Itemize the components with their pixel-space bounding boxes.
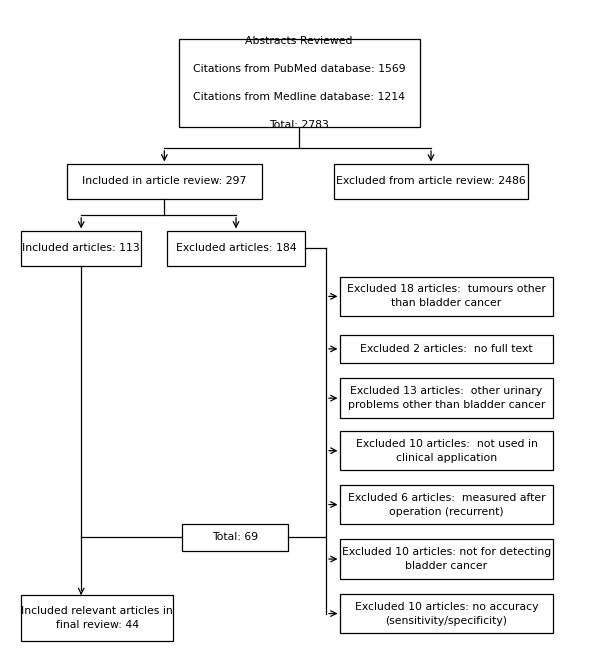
Text: Excluded 10 articles: not for detecting
bladder cancer: Excluded 10 articles: not for detecting … — [342, 547, 551, 571]
Text: Excluded 10 articles: no accuracy
(sensitivity/specificity): Excluded 10 articles: no accuracy (sensi… — [355, 602, 538, 626]
FancyBboxPatch shape — [333, 164, 529, 199]
FancyBboxPatch shape — [182, 523, 288, 551]
Text: Abstracts Reviewed

Citations from PubMed database: 1569

Citations from Medline: Abstracts Reviewed Citations from PubMed… — [193, 36, 405, 130]
Text: Excluded 2 articles:  no full text: Excluded 2 articles: no full text — [360, 344, 533, 354]
Text: Excluded articles: 184: Excluded articles: 184 — [176, 243, 296, 253]
Text: Excluded 10 articles:  not used in
clinical application: Excluded 10 articles: not used in clinic… — [356, 439, 537, 463]
FancyBboxPatch shape — [67, 164, 262, 199]
FancyBboxPatch shape — [340, 335, 553, 362]
FancyBboxPatch shape — [340, 277, 553, 316]
Text: Excluded from article review: 2486: Excluded from article review: 2486 — [336, 176, 526, 186]
FancyBboxPatch shape — [21, 231, 142, 265]
Text: Total: 69: Total: 69 — [212, 533, 258, 543]
Text: Excluded 13 articles:  other urinary
problems other than bladder cancer: Excluded 13 articles: other urinary prob… — [348, 386, 545, 410]
FancyBboxPatch shape — [340, 431, 553, 470]
Text: Excluded 6 articles:  measured after
operation (recurrent): Excluded 6 articles: measured after oper… — [348, 493, 545, 517]
Text: Included relevant articles in
final review: 44: Included relevant articles in final revi… — [21, 606, 173, 630]
FancyBboxPatch shape — [340, 539, 553, 579]
Text: Included in article review: 297: Included in article review: 297 — [82, 176, 247, 186]
FancyBboxPatch shape — [340, 378, 553, 418]
Text: Excluded 18 articles:  tumours other
than bladder cancer: Excluded 18 articles: tumours other than… — [347, 285, 546, 309]
FancyBboxPatch shape — [340, 485, 553, 524]
FancyBboxPatch shape — [179, 39, 419, 127]
FancyBboxPatch shape — [340, 594, 553, 633]
Text: Included articles: 113: Included articles: 113 — [22, 243, 140, 253]
FancyBboxPatch shape — [21, 595, 173, 641]
FancyBboxPatch shape — [167, 231, 305, 265]
